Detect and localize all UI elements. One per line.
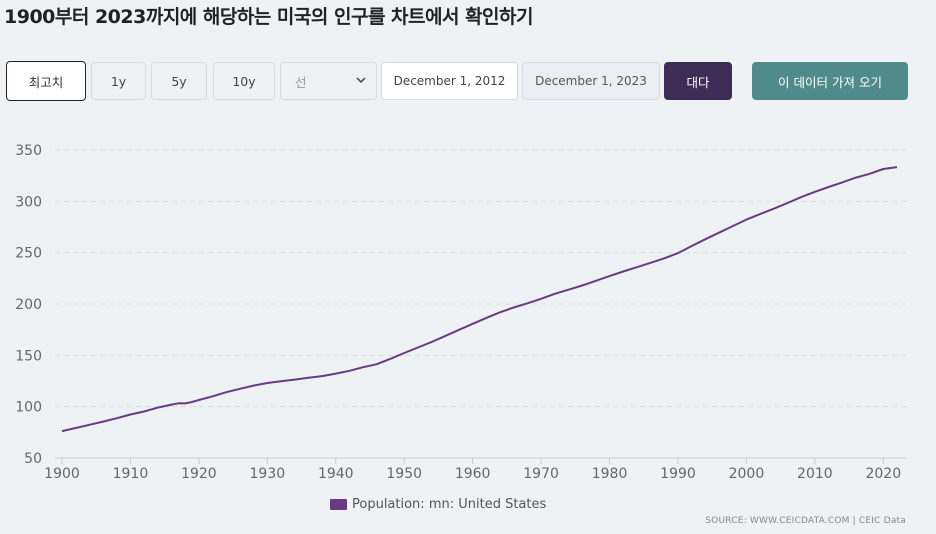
page-title: 1900부터 2023까지에 해당하는 미국의 인구를 차트에서 확인하기	[4, 6, 534, 28]
x-tick-label: 1960	[455, 466, 491, 482]
legend-swatch	[330, 499, 347, 510]
end-date-input[interactable]: December 1, 2023	[522, 62, 660, 100]
y-tick-label: 200	[15, 297, 42, 313]
chart-type-value: 선	[295, 74, 307, 90]
x-tick-label: 1980	[592, 466, 628, 482]
series-line-population[interactable]	[61, 166, 898, 433]
x-tick-label: 1940	[318, 466, 354, 482]
y-tick-label: 250	[15, 246, 42, 262]
x-tick-label: 1990	[660, 466, 696, 482]
range-10y-button[interactable]: 10y	[213, 62, 275, 100]
range-5y-button[interactable]: 5y	[151, 62, 207, 100]
y-tick-label: 50	[24, 451, 42, 467]
source-credit[interactable]: SOURCE: WWW.CEICDATA.COM | CEIC Data	[705, 516, 906, 526]
x-tick-label: 1920	[181, 466, 217, 482]
population-chart: 50 100 150 200 250 300 350 1900 1910 1920 1930 194…	[15, 143, 906, 482]
fetch-data-button[interactable]: 이 데이터 가져 오기	[752, 62, 908, 100]
x-tick-label: 1950	[386, 466, 422, 482]
y-tick-label: 150	[15, 348, 42, 364]
x-tick-label: 1900	[44, 466, 80, 482]
x-tick-label: 1930	[250, 466, 286, 482]
max-range-button[interactable]: 최고치	[6, 61, 86, 101]
x-tick-label: 1910	[113, 466, 149, 482]
chevron-down-icon	[355, 74, 367, 89]
go-button[interactable]: 대다	[664, 62, 732, 100]
range-1y-button[interactable]: 1y	[91, 62, 146, 100]
chart-legend[interactable]: Population: mn: United States	[330, 497, 546, 512]
x-tick-label: 2000	[729, 466, 765, 482]
x-tick-label: 1970	[523, 466, 559, 482]
y-tick-label: 350	[15, 143, 42, 159]
y-tick-label: 100	[15, 400, 42, 416]
legend-label: Population: mn: United States	[352, 497, 547, 512]
start-date-input[interactable]: December 1, 2012	[381, 62, 518, 100]
x-tick-label: 2020	[865, 466, 901, 482]
x-tick-label: 2010	[797, 466, 833, 482]
y-tick-label: 300	[15, 194, 42, 210]
chart-type-select[interactable]: 선	[280, 62, 377, 100]
